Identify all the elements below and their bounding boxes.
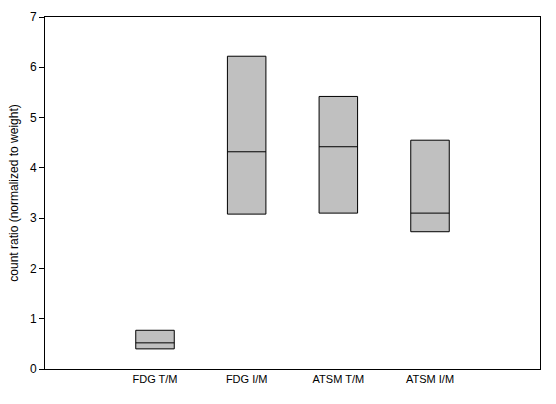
svg-text:ATSM I/M: ATSM I/M	[406, 373, 454, 385]
svg-text:6: 6	[30, 60, 37, 74]
svg-text:FDG T/M: FDG T/M	[132, 373, 177, 385]
svg-text:1: 1	[30, 312, 37, 326]
svg-text:2: 2	[30, 262, 37, 276]
svg-text:ATSM T/M: ATSM T/M	[313, 373, 365, 385]
svg-text:FDG I/M: FDG I/M	[226, 373, 268, 385]
svg-text:4: 4	[30, 161, 37, 175]
svg-text:0: 0	[30, 362, 37, 376]
svg-text:3: 3	[30, 211, 37, 225]
svg-text:5: 5	[30, 111, 37, 125]
svg-text:count ratio (normalized to wei: count ratio (normalized to weight)	[7, 104, 21, 281]
svg-text:7: 7	[30, 10, 37, 24]
